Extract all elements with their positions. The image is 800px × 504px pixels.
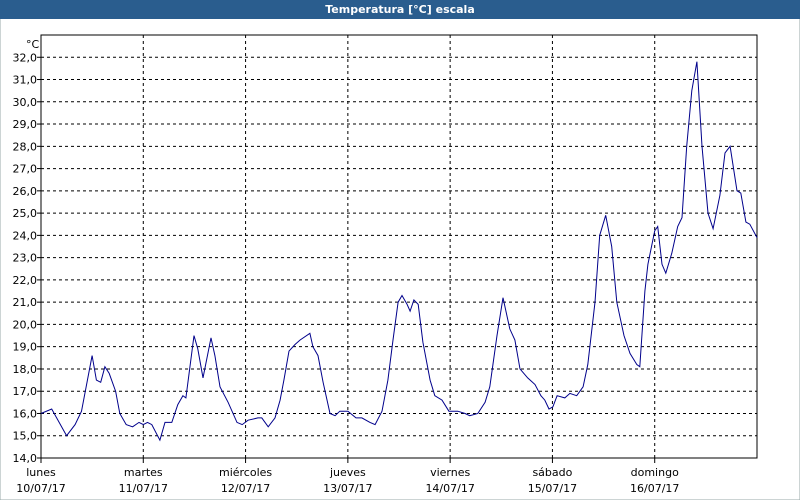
y-tick-label: 26,0 <box>13 185 38 198</box>
y-tick-label: 25,0 <box>13 207 38 220</box>
x-tick-label: lunes <box>26 466 56 479</box>
title-bar <box>0 0 800 19</box>
x-tick-label: viernes <box>430 466 470 479</box>
x-tick-label: domingo <box>631 466 679 479</box>
y-unit: °C <box>26 38 40 51</box>
y-tick-label: 31,0 <box>13 74 38 87</box>
y-tick-label: 18,0 <box>13 363 38 376</box>
x-tick-date: 15/07/17 <box>528 482 577 495</box>
y-tick-label: 14,0 <box>13 452 38 465</box>
x-tick-date: 16/07/17 <box>630 482 679 495</box>
x-tick-label: martes <box>124 466 163 479</box>
y-tick-label: 21,0 <box>13 296 38 309</box>
x-tick-date: 11/07/17 <box>119 482 168 495</box>
y-tick-label: 28,0 <box>13 140 38 153</box>
x-tick-label: miércoles <box>219 466 272 479</box>
y-tick-label: 17,0 <box>13 385 38 398</box>
y-tick-label: 19,0 <box>13 341 38 354</box>
y-tick-label: 30,0 <box>13 96 38 109</box>
x-tick-label: sábado <box>532 466 572 479</box>
y-tick-label: 15,0 <box>13 430 38 443</box>
x-tick-date: 14/07/17 <box>425 482 474 495</box>
x-tick-label: jueves <box>329 466 366 479</box>
x-tick-date: 13/07/17 <box>323 482 372 495</box>
y-tick-label: 32,0 <box>13 51 38 64</box>
y-tick-label: 24,0 <box>13 229 38 242</box>
y-tick-label: 27,0 <box>13 163 38 176</box>
plot-frame <box>40 34 758 459</box>
x-tick-date: 10/07/17 <box>16 482 65 495</box>
title: Temperatura [°C] escala <box>325 3 475 16</box>
y-tick-label: 22,0 <box>13 274 38 287</box>
y-tick-label: 29,0 <box>13 118 38 131</box>
temperature-line <box>40 61 758 442</box>
y-tick-label: 23,0 <box>13 252 38 265</box>
y-tick-label: 20,0 <box>13 318 38 331</box>
y-tick-label: 16,0 <box>13 407 38 420</box>
x-tick-date: 12/07/17 <box>221 482 270 495</box>
